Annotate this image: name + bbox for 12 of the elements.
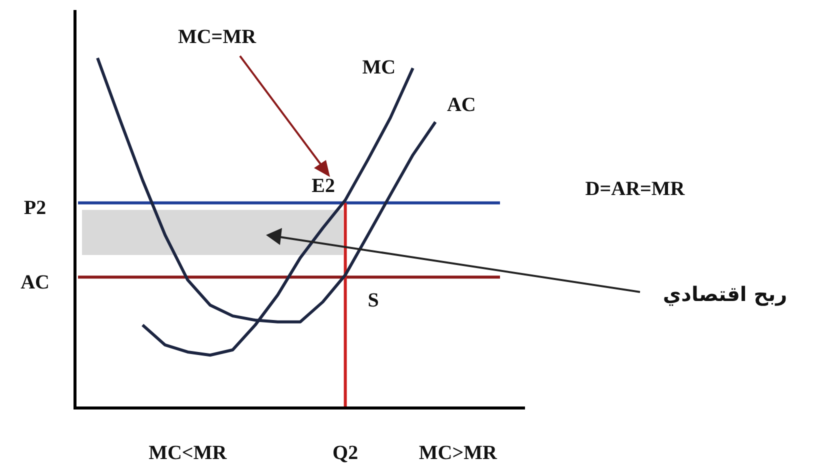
annotation: S: [368, 289, 379, 312]
ref-line-label: P2: [24, 197, 46, 220]
ref-line-label: AC: [20, 271, 50, 294]
series-label: MC: [362, 56, 396, 78]
text: D=AR=MR: [585, 178, 686, 200]
x-tick-label: MC<MR: [148, 442, 228, 464]
annotation: E2: [312, 175, 335, 198]
series-label: AC: [446, 94, 476, 116]
x-tick-label: Q2: [332, 442, 358, 464]
text: ربح اقتصادي: [662, 282, 788, 306]
text: MC=MR: [178, 26, 257, 48]
x-tick-label: MC>MR: [418, 442, 498, 464]
